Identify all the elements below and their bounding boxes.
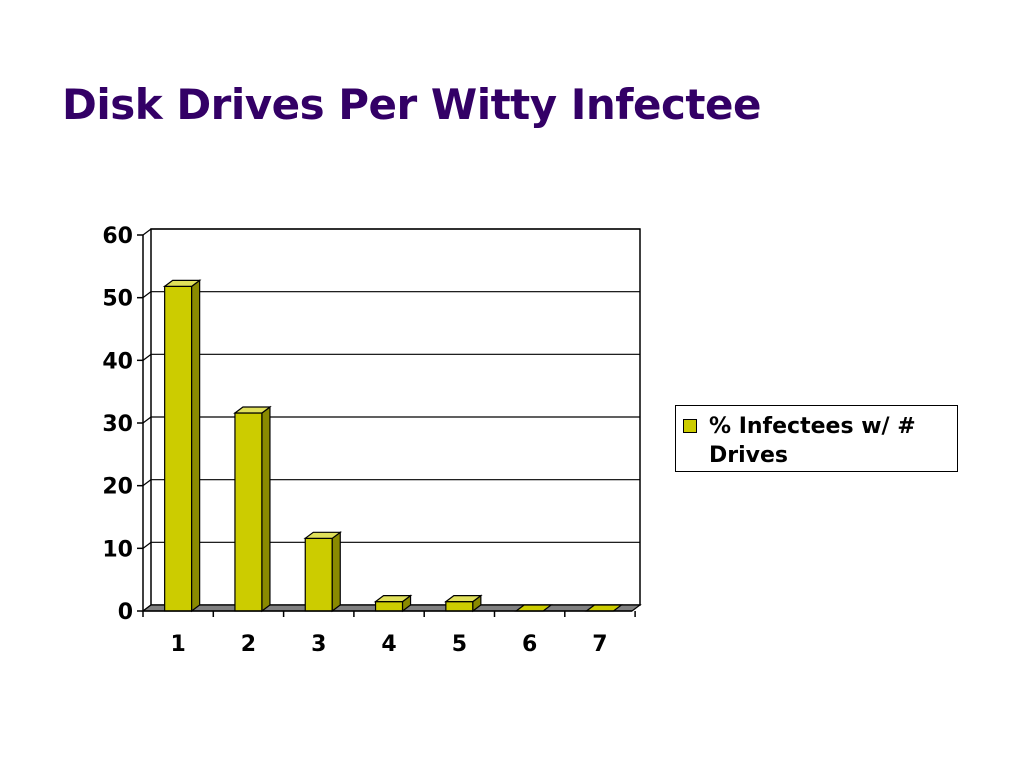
axis-layer bbox=[137, 234, 636, 617]
y-tick-label: 60 bbox=[102, 224, 133, 249]
x-tick-label: 3 bbox=[311, 632, 326, 657]
bar-side-face bbox=[331, 531, 341, 613]
bar-4 bbox=[373, 594, 413, 613]
x-tick-label: 2 bbox=[241, 632, 256, 657]
y-tick-label: 40 bbox=[102, 349, 133, 374]
y-tick-label: 10 bbox=[102, 537, 133, 562]
bar-top-face bbox=[233, 406, 272, 414]
y-tick-label: 30 bbox=[102, 412, 133, 437]
chart-legend: % Infectees w/ # Drives bbox=[675, 405, 958, 472]
bar-top-face bbox=[444, 594, 483, 603]
bar-5 bbox=[444, 594, 483, 613]
bars-layer bbox=[162, 279, 624, 613]
legend-label: % Infectees w/ # Drives bbox=[709, 414, 916, 468]
bar-top-face bbox=[373, 594, 413, 603]
bar-front-face bbox=[164, 285, 193, 612]
side-wall-line bbox=[142, 479, 152, 487]
bar-side-face bbox=[191, 279, 201, 613]
x-tick-label: 4 bbox=[381, 632, 396, 657]
bar-top-face bbox=[303, 531, 343, 539]
x-tick-label: 7 bbox=[592, 632, 607, 657]
bar-front-face bbox=[234, 412, 263, 612]
x-tick-labels: 1 2 3 4 5 6 7 bbox=[170, 632, 607, 657]
slide-title: Disk Drives Per Witty Infectee bbox=[62, 80, 761, 129]
x-tick-label: 1 bbox=[170, 632, 185, 657]
bar-front-face bbox=[445, 600, 474, 612]
y-tick-labels: 0 10 20 30 40 50 60 bbox=[102, 224, 133, 625]
side-wall-line bbox=[142, 228, 152, 236]
bar-1 bbox=[162, 279, 202, 613]
x-tick-label: 5 bbox=[452, 632, 467, 657]
x-tick-label: 6 bbox=[522, 632, 537, 657]
y-tick-label: 20 bbox=[102, 475, 133, 500]
side-wall-line bbox=[142, 541, 152, 549]
legend-swatch bbox=[683, 419, 697, 433]
side-wall-line bbox=[142, 291, 152, 299]
side-wall-line bbox=[142, 416, 152, 424]
bar-front-face bbox=[374, 600, 404, 612]
grid-layer bbox=[142, 228, 641, 612]
bar-front-face bbox=[304, 537, 333, 612]
bar-top-face bbox=[162, 279, 202, 287]
y-tick-label: 0 bbox=[118, 600, 133, 625]
side-wall-line bbox=[142, 353, 152, 361]
bar-2 bbox=[233, 405, 272, 613]
bar-side-face bbox=[261, 405, 271, 613]
bar-3 bbox=[303, 531, 343, 613]
y-tick-label: 50 bbox=[102, 287, 133, 312]
